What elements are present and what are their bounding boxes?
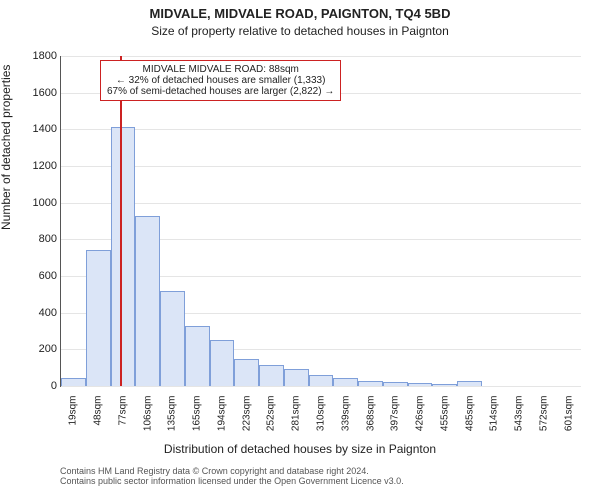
xtick-label: 397sqm xyxy=(390,396,401,446)
xtick-label: 281sqm xyxy=(291,396,302,446)
ytick-label: 1800 xyxy=(33,50,57,62)
xtick-label: 572sqm xyxy=(538,396,549,446)
gridline xyxy=(61,129,581,130)
histogram-bar xyxy=(284,369,309,386)
ytick-label: 0 xyxy=(51,380,57,392)
histogram-bar xyxy=(234,359,259,387)
gridline xyxy=(61,166,581,167)
gridline xyxy=(61,386,581,387)
xtick-label: 455sqm xyxy=(439,396,450,446)
xtick-label: 368sqm xyxy=(365,396,376,446)
xtick-label: 514sqm xyxy=(489,396,500,446)
annotation-box: MIDVALE MIDVALE ROAD: 88sqm← 32% of deta… xyxy=(100,60,341,101)
ytick-label: 400 xyxy=(39,307,57,319)
ytick-label: 1600 xyxy=(33,87,57,99)
ytick-label: 800 xyxy=(39,233,57,245)
xtick-label: 426sqm xyxy=(415,396,426,446)
gridline xyxy=(61,203,581,204)
footer-attribution: Contains HM Land Registry data © Crown c… xyxy=(60,466,580,486)
xtick-label: 106sqm xyxy=(142,396,153,446)
footer-line-2: Contains public sector information licen… xyxy=(60,476,580,486)
histogram-bar xyxy=(432,384,457,386)
xtick-label: 135sqm xyxy=(167,396,178,446)
annotation-line: ← 32% of detached houses are smaller (1,… xyxy=(107,75,334,86)
ytick-label: 1000 xyxy=(33,197,57,209)
chart-title: MIDVALE, MIDVALE ROAD, PAIGNTON, TQ4 5BD xyxy=(0,6,600,21)
histogram-bar xyxy=(86,250,111,386)
chart-subtitle: Size of property relative to detached ho… xyxy=(0,24,600,38)
xtick-label: 223sqm xyxy=(241,396,252,446)
annotation-line: 67% of semi-detached houses are larger (… xyxy=(107,86,334,97)
histogram-bar xyxy=(185,326,210,387)
ytick-label: 200 xyxy=(39,343,57,355)
ytick-label: 600 xyxy=(39,270,57,282)
histogram-bar xyxy=(135,216,160,387)
histogram-bar xyxy=(309,375,334,386)
marker-line xyxy=(120,56,122,386)
y-axis-label: Number of detached properties xyxy=(0,65,13,230)
xtick-label: 310sqm xyxy=(316,396,327,446)
histogram-bar xyxy=(210,340,235,386)
xtick-label: 339sqm xyxy=(340,396,351,446)
histogram-bar xyxy=(160,291,185,386)
xtick-label: 77sqm xyxy=(117,396,128,446)
histogram-bar xyxy=(408,383,433,386)
xtick-label: 19sqm xyxy=(68,396,79,446)
xtick-label: 543sqm xyxy=(514,396,525,446)
xtick-label: 601sqm xyxy=(563,396,574,446)
xtick-label: 48sqm xyxy=(93,396,104,446)
histogram-bar xyxy=(111,127,136,386)
histogram-bar xyxy=(333,378,358,386)
plot-area: 02004006008001000120014001600180019sqm48… xyxy=(60,56,581,387)
xtick-label: 165sqm xyxy=(192,396,203,446)
histogram-bar xyxy=(259,365,284,386)
gridline xyxy=(61,56,581,57)
histogram-bar xyxy=(358,381,383,386)
histogram-bar xyxy=(457,381,482,387)
annotation-line: MIDVALE MIDVALE ROAD: 88sqm xyxy=(107,64,334,75)
xtick-label: 194sqm xyxy=(216,396,227,446)
histogram-bar xyxy=(61,378,86,386)
histogram-bar xyxy=(383,382,408,386)
ytick-label: 1200 xyxy=(33,160,57,172)
xtick-label: 485sqm xyxy=(464,396,475,446)
footer-line-1: Contains HM Land Registry data © Crown c… xyxy=(60,466,580,476)
ytick-label: 1400 xyxy=(33,123,57,135)
xtick-label: 252sqm xyxy=(266,396,277,446)
